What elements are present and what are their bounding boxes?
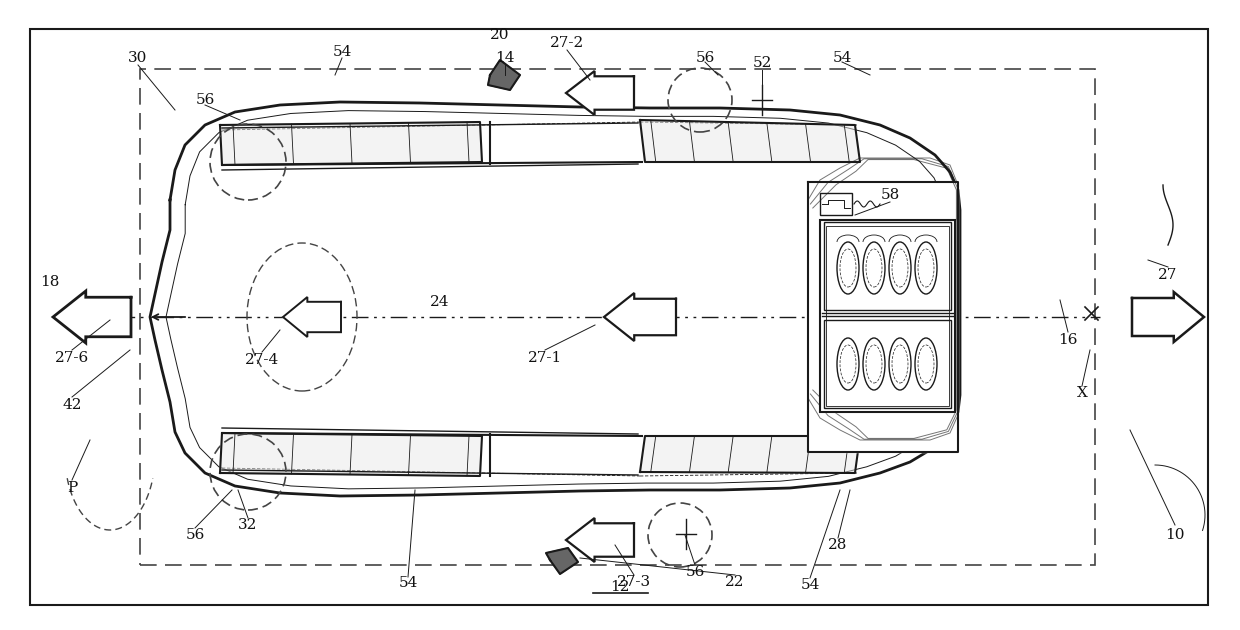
Text: 56: 56 — [696, 51, 714, 65]
Text: X: X — [1076, 386, 1087, 400]
Text: 16: 16 — [1058, 333, 1078, 347]
Polygon shape — [1132, 292, 1204, 342]
Text: 54: 54 — [832, 51, 852, 65]
Text: 20: 20 — [490, 28, 510, 42]
Text: 10: 10 — [1166, 528, 1184, 542]
Polygon shape — [546, 548, 578, 574]
Text: 56: 56 — [686, 565, 704, 579]
Text: 54: 54 — [800, 578, 820, 592]
Text: P: P — [67, 481, 77, 495]
Text: 27-3: 27-3 — [618, 575, 651, 589]
Bar — [820, 193, 852, 215]
Text: 52: 52 — [753, 56, 771, 70]
Text: 42: 42 — [62, 398, 82, 412]
Text: 32: 32 — [238, 518, 258, 532]
Polygon shape — [219, 122, 482, 165]
Text: 28: 28 — [828, 538, 848, 552]
Text: 14: 14 — [495, 51, 515, 65]
Bar — [140, 69, 1095, 565]
Polygon shape — [150, 102, 960, 496]
Text: 30: 30 — [128, 51, 148, 65]
Polygon shape — [640, 436, 861, 473]
Polygon shape — [820, 220, 955, 412]
Bar — [826, 226, 949, 406]
Text: 24: 24 — [430, 295, 450, 309]
Bar — [825, 320, 951, 408]
Text: 27-6: 27-6 — [55, 351, 89, 365]
Text: 58: 58 — [880, 188, 900, 202]
Polygon shape — [219, 433, 482, 476]
Text: 27-4: 27-4 — [244, 353, 279, 367]
Polygon shape — [53, 291, 131, 343]
Polygon shape — [565, 71, 634, 115]
Text: 18: 18 — [41, 275, 60, 289]
Text: 27-2: 27-2 — [549, 36, 584, 50]
Text: 27-1: 27-1 — [528, 351, 562, 365]
Polygon shape — [283, 297, 341, 337]
Text: 12: 12 — [610, 580, 630, 594]
Text: 54: 54 — [332, 45, 352, 59]
Polygon shape — [604, 293, 676, 341]
Polygon shape — [565, 518, 634, 562]
Polygon shape — [489, 60, 520, 90]
Text: 56: 56 — [185, 528, 205, 542]
Polygon shape — [640, 120, 861, 162]
Polygon shape — [808, 182, 959, 452]
Text: 54: 54 — [398, 576, 418, 590]
Bar — [820, 220, 955, 412]
Text: 56: 56 — [196, 93, 215, 107]
Text: 27: 27 — [1158, 268, 1178, 282]
Text: 22: 22 — [725, 575, 745, 589]
Bar — [825, 222, 951, 310]
